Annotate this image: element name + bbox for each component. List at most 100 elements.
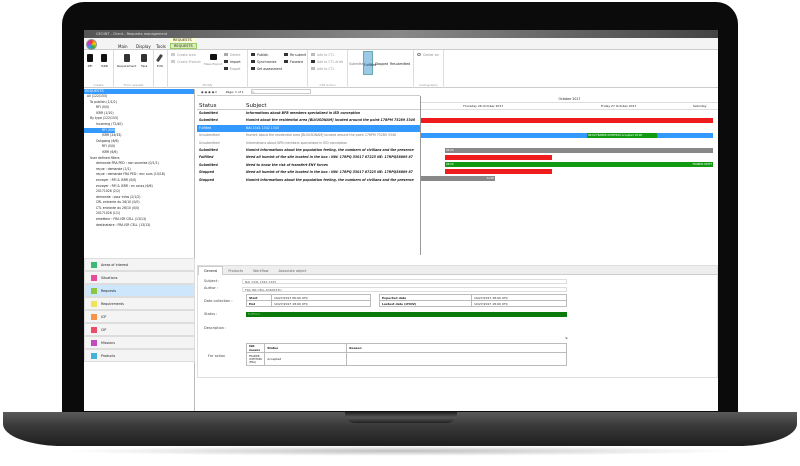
set-assessment-button[interactable]: Set assessment xyxy=(251,67,282,71)
requirement-button[interactable]: Requirement xyxy=(117,54,136,68)
tree-item[interactable]: RFI (0/0) xyxy=(96,105,110,110)
tab-general[interactable]: General xyxy=(198,266,224,275)
publish-button[interactable]: Publish xyxy=(251,53,268,57)
gantt-bar[interactable]: 06:00 FRABDE-ICM3T xyxy=(445,162,713,167)
nav-item[interactable]: Situations xyxy=(84,271,195,284)
row-subject: Need all humint of the site located in t… xyxy=(246,155,413,160)
tree-item[interactable]: RFI (0/0) xyxy=(84,127,116,134)
forward-button[interactable]: Forward xyxy=(284,60,303,64)
tree-item[interactable]: Incoming (72/40) xyxy=(96,121,123,126)
column-status[interactable]: Status xyxy=(199,103,217,109)
resubmitted-toggle[interactable]: Resubmitted xyxy=(390,62,411,66)
tab-tools[interactable]: Tools xyxy=(156,44,166,49)
nav-buttons-icon[interactable]: ◉ ◉ ◉ ◉ ▾ xyxy=(201,90,217,94)
tree-item[interactable]: Outgoing (6/6) xyxy=(96,138,119,143)
row-subject: Need all humint of the site located in t… xyxy=(246,170,413,175)
tab-associate-object[interactable]: Associate object xyxy=(278,269,307,273)
isrr-button[interactable]: ISRR xyxy=(101,54,108,68)
laptop-shadow xyxy=(60,446,740,456)
gantt-bar[interactable] xyxy=(421,118,713,123)
synchronize-button[interactable]: Synchronize xyxy=(251,60,276,64)
tree-item[interactable]: demande : pour infos (2/1/2) xyxy=(96,194,141,199)
fulfilled-toggle[interactable]: Fulfilled xyxy=(363,51,376,75)
edit-button[interactable]: Edit xyxy=(156,53,164,68)
tree-item[interactable]: To publish (1/1/2) xyxy=(90,99,117,104)
left-panel: REQUESTS All (122/153) To publish (1/1/2)… xyxy=(84,89,195,411)
task-button[interactable]: Task xyxy=(141,54,147,68)
nav-item[interactable]: Requests xyxy=(84,284,195,297)
gantt-bar[interactable]: 14:00 xyxy=(421,176,495,181)
tree-item[interactable]: By type (122/153) xyxy=(90,116,119,121)
tab-workflow[interactable]: Workflow xyxy=(253,269,269,273)
table-row[interactable]: Unsubmitted Humint about the residential … xyxy=(197,132,420,139)
column-subject[interactable]: Subject xyxy=(246,103,267,109)
export-button[interactable]: Export xyxy=(224,67,240,71)
tab-display[interactable]: Display xyxy=(136,44,151,49)
table-row[interactable]: Stopped Need all humint of the site locat… xyxy=(197,169,420,176)
app-logo-icon[interactable] xyxy=(86,39,97,50)
table-row[interactable]: Stopped Humint informations about the pop… xyxy=(197,177,420,184)
nav-item[interactable]: ICP xyxy=(84,310,195,323)
add-ctl-button[interactable]: Add to CTL xyxy=(311,53,334,57)
tree-item[interactable]: RFI (0/0) xyxy=(102,144,116,149)
tree-item[interactable]: 20171026 (2/2) xyxy=(96,189,121,194)
tree-item[interactable]: reçue : demande FRA PED : enc ours (15/1… xyxy=(96,172,165,177)
submitted-toggle[interactable]: Submitted xyxy=(349,62,366,66)
tree-item[interactable]: ISRR (1/10) xyxy=(96,110,114,115)
stopped-toggle[interactable]: Stopped xyxy=(375,62,389,66)
tree-item[interactable]: User defined filters xyxy=(90,155,120,160)
ribbon-tabs: Main Display Tools REQUESTS REQUESTS xyxy=(84,38,718,50)
tree-item[interactable]: 20171026 (1/1) xyxy=(96,211,121,216)
nav-item[interactable]: CIP xyxy=(84,323,195,336)
add-ctl-button-2[interactable]: Add to CTL xyxy=(311,67,334,71)
table-row[interactable]: Fulfilled Need all humint of the site loc… xyxy=(197,154,420,161)
tree-item[interactable]: ISRR (6/6) xyxy=(102,149,118,154)
tab-requests[interactable]: REQUESTS xyxy=(170,43,197,49)
table-row[interactable]: Submitted Informations about BFB members … xyxy=(197,110,420,117)
center-on-button[interactable]: Center on xyxy=(417,53,439,57)
import-button[interactable]: Import xyxy=(224,60,241,64)
tree-item[interactable]: envoyer : RFI & ISRR : en cours (6/6) xyxy=(96,183,153,188)
tree-item[interactable]: destinataire : FRA ISR CELL (13/13) xyxy=(96,222,151,227)
gantt-bar[interactable]: 06:00 FRABDE-ICM3T09U Accepted 18:00 xyxy=(587,133,657,138)
gantt-bar[interactable] xyxy=(445,169,552,174)
group-status-filter: Submitted Fulfilled Stopped Resubmitted xyxy=(348,50,414,88)
table-row[interactable]: Submitted Need to know the risk of transf… xyxy=(197,162,420,169)
create-product-button[interactable]: Create Product xyxy=(171,60,201,64)
mass-export-button[interactable]: Mass Export xyxy=(204,54,222,66)
tree-item[interactable]: demande FRA PED : non soumise (0/1/1) xyxy=(96,161,159,166)
tree-item[interactable]: reçue : demande (1/1) xyxy=(96,166,131,171)
tree-item[interactable]: envoyer : RFI & ISRR (0/0) xyxy=(96,177,137,182)
table-row[interactable]: Fulfilled NAI 1341 1342 1343 xyxy=(197,124,420,133)
table-row[interactable]: Unsubmitted Informations about BFB member… xyxy=(197,140,420,147)
create-area-button[interactable]: Create area xyxy=(171,53,196,57)
add-ctl-draft-button[interactable]: Add to CTL draft xyxy=(311,60,343,64)
tree-item[interactable]: All (122/153) xyxy=(87,94,108,98)
delete-button[interactable]: Delete xyxy=(224,53,240,57)
table-row[interactable]: Submitted Humint about the residential ar… xyxy=(197,117,420,124)
tab-products[interactable]: Products xyxy=(228,269,244,273)
search-input[interactable]: Q- xyxy=(250,89,311,94)
resize-grip-icon[interactable]: ⇲ xyxy=(565,336,568,340)
nav-label: Requests xyxy=(101,289,117,293)
sync-icon xyxy=(251,60,255,63)
tree-item[interactable]: CRL entrante du 26/10 (0/0) xyxy=(96,200,140,205)
gantt-bar-selected[interactable] xyxy=(421,133,713,138)
tree-item[interactable]: ISRR (24/33) xyxy=(102,133,122,138)
label: Add to CTL xyxy=(317,67,335,71)
tab-main[interactable]: Main xyxy=(118,44,128,49)
resubmit-button[interactable]: Re submit xyxy=(284,53,306,57)
group-edit: Edit xyxy=(154,50,168,88)
rfi-button[interactable]: RFI xyxy=(87,54,93,68)
subject-field[interactable]: NAI 1341 1342 1343 xyxy=(242,279,567,284)
table-row[interactable]: Submitted Humint informations about the p… xyxy=(197,147,420,154)
nav-item[interactable]: Missions xyxy=(84,336,195,349)
tree-item[interactable]: CTL entrante du 26/10 (0/0) xyxy=(96,205,140,210)
nav-item[interactable]: Products xyxy=(84,349,195,362)
nav-item[interactable]: Requirements xyxy=(84,297,195,310)
author-field[interactable]: FRA ISR CELL-6360533U xyxy=(242,287,567,292)
gantt-bar[interactable]: 06:00 xyxy=(445,148,713,153)
tree-item[interactable]: emetteur : FRA ISR CELL (13/13) xyxy=(96,217,147,222)
gantt-bar[interactable] xyxy=(445,155,552,160)
nav-item[interactable]: Areas of interest xyxy=(84,258,195,271)
